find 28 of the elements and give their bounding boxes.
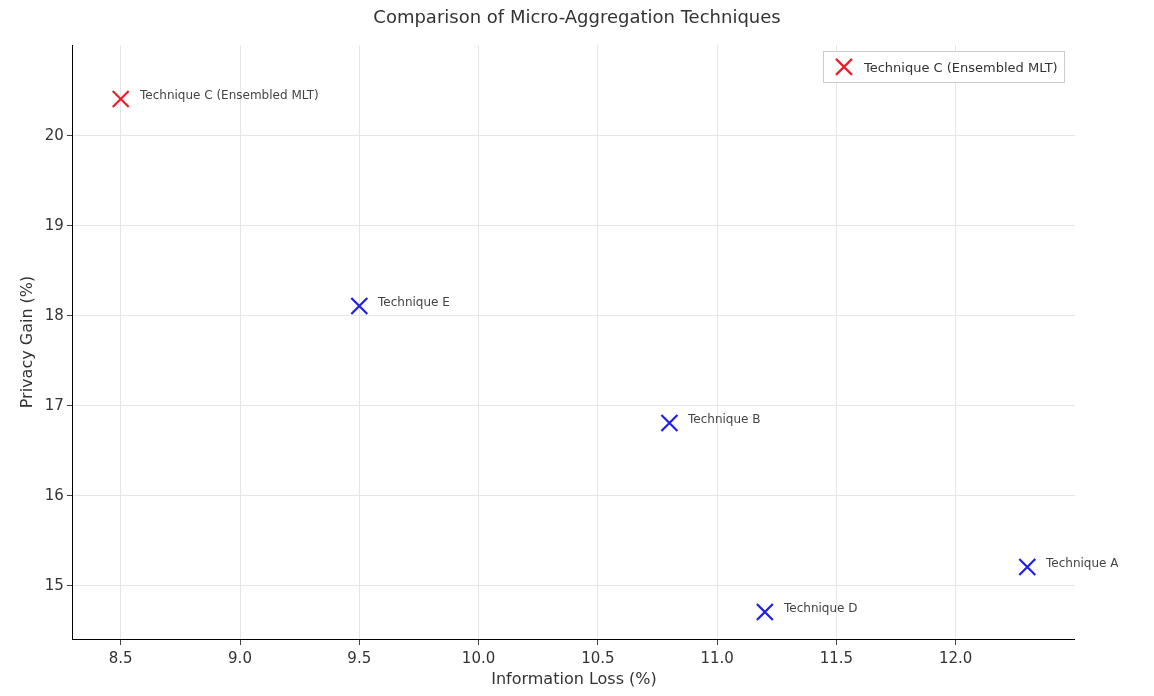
legend-label: Technique C (Ensembled MLT) — [862, 59, 1058, 75]
annotation: Technique A — [1045, 556, 1120, 570]
y-tick-label: 15 — [44, 576, 64, 595]
y-tick-label: 16 — [44, 486, 64, 505]
annotation: Technique D — [783, 601, 858, 615]
x-axis-title: Information Loss (%) — [491, 668, 657, 688]
annotation: Technique E — [377, 295, 450, 309]
x-tick-label: 10.0 — [461, 649, 496, 668]
point — [350, 296, 369, 316]
y-tick-label: 20 — [44, 126, 64, 145]
x-tick-label: 9.0 — [228, 649, 252, 668]
chart-title: Comparison of Micro-Aggregation Techniques — [373, 6, 781, 28]
y-tick-label: 19 — [44, 216, 64, 235]
x-tick-label: 8.5 — [108, 649, 133, 668]
x-tick-label: 12.0 — [939, 649, 973, 668]
x-tick-label: 11.0 — [700, 649, 734, 668]
x-tick-label: 10.5 — [581, 649, 615, 668]
x-tick-label: 9.5 — [347, 649, 372, 668]
point — [1018, 557, 1037, 577]
annotation: Technique B — [687, 412, 761, 426]
y-tick-label: 18 — [44, 306, 64, 325]
annotation: Technique C (Ensembled MLT) — [139, 88, 319, 102]
y-axis-title: Privacy Gain (%) — [16, 275, 36, 409]
point — [755, 602, 774, 622]
x-tick-label: 11.5 — [819, 649, 854, 668]
y-tick-label: 17 — [44, 396, 64, 415]
point — [111, 89, 130, 109]
point — [660, 413, 679, 433]
